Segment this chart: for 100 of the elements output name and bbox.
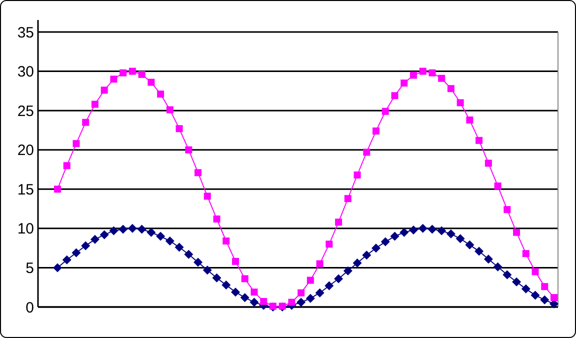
- point: [484, 254, 493, 264]
- y-tick-label: 5: [26, 260, 34, 277]
- point: [110, 76, 118, 83]
- point: [344, 195, 352, 202]
- point: [166, 106, 174, 114]
- point: [428, 69, 436, 76]
- point: [260, 298, 268, 305]
- point: [185, 146, 192, 154]
- point: [100, 230, 109, 240]
- point: [194, 169, 202, 176]
- point: [62, 255, 72, 264]
- point: [466, 116, 474, 124]
- point: [372, 128, 380, 134]
- point: [437, 226, 446, 236]
- point: [306, 276, 314, 284]
- point: [72, 248, 81, 258]
- point: [137, 224, 146, 234]
- point: [298, 289, 305, 296]
- point: [400, 228, 409, 237]
- point: [352, 258, 362, 268]
- point: [326, 240, 333, 248]
- point: [438, 74, 446, 82]
- point: [476, 136, 483, 144]
- point: [241, 275, 248, 282]
- point: [408, 226, 418, 234]
- point: [63, 162, 70, 170]
- point: [532, 268, 539, 276]
- point: [494, 182, 502, 190]
- point: [184, 250, 194, 259]
- y-tick-label: 0: [26, 299, 34, 316]
- point: [148, 78, 155, 86]
- point: [484, 160, 492, 167]
- point: [204, 192, 211, 200]
- point: [81, 241, 90, 250]
- point: [315, 288, 324, 298]
- point: [316, 260, 324, 268]
- y-tick-label: 10: [17, 220, 34, 238]
- point: [343, 266, 352, 276]
- point: [522, 250, 530, 258]
- point: [91, 100, 98, 108]
- point: [391, 92, 398, 100]
- point: [530, 290, 540, 300]
- point: [362, 250, 372, 260]
- point: [502, 270, 512, 280]
- point: [447, 85, 454, 92]
- point: [240, 293, 250, 302]
- point: [513, 228, 520, 236]
- point: [54, 186, 61, 193]
- point: [296, 298, 306, 307]
- point: [541, 283, 548, 290]
- point: [213, 216, 220, 222]
- point: [419, 68, 426, 75]
- point: [512, 277, 522, 286]
- point: [493, 262, 502, 272]
- point: [474, 246, 484, 256]
- point: [53, 263, 62, 272]
- point: [194, 258, 203, 267]
- point: [146, 228, 156, 237]
- point: [382, 108, 389, 115]
- y-tick-label: 15: [17, 181, 34, 198]
- point: [176, 125, 183, 132]
- point: [465, 240, 474, 250]
- point: [138, 70, 146, 78]
- point: [174, 242, 184, 252]
- point: [550, 294, 558, 302]
- point: [109, 226, 118, 236]
- point: [118, 224, 128, 234]
- point: [372, 244, 381, 253]
- point: [90, 234, 100, 244]
- point: [504, 206, 511, 214]
- point: [250, 288, 258, 296]
- point: [354, 172, 361, 178]
- point: [446, 229, 456, 238]
- point: [202, 266, 212, 275]
- point: [335, 218, 342, 226]
- point: [521, 284, 530, 294]
- point: [212, 273, 222, 282]
- point: [100, 86, 108, 94]
- point: [250, 298, 259, 307]
- point: [156, 232, 166, 241]
- point: [428, 224, 437, 234]
- point: [410, 72, 417, 79]
- point: [82, 118, 90, 126]
- point: [390, 232, 400, 241]
- point: [380, 237, 390, 246]
- point: [128, 68, 136, 75]
- point: [222, 238, 230, 244]
- point: [456, 99, 464, 106]
- point: [418, 224, 428, 233]
- point: [72, 140, 80, 148]
- point: [232, 258, 239, 265]
- point: [324, 281, 334, 290]
- y-tick-label: 25: [17, 102, 34, 120]
- point: [120, 69, 127, 76]
- point: [222, 280, 231, 290]
- point: [306, 294, 315, 303]
- y-tick-label: 30: [17, 64, 34, 81]
- point: [165, 236, 174, 246]
- point: [230, 288, 240, 297]
- y-tick-label: 20: [17, 142, 34, 160]
